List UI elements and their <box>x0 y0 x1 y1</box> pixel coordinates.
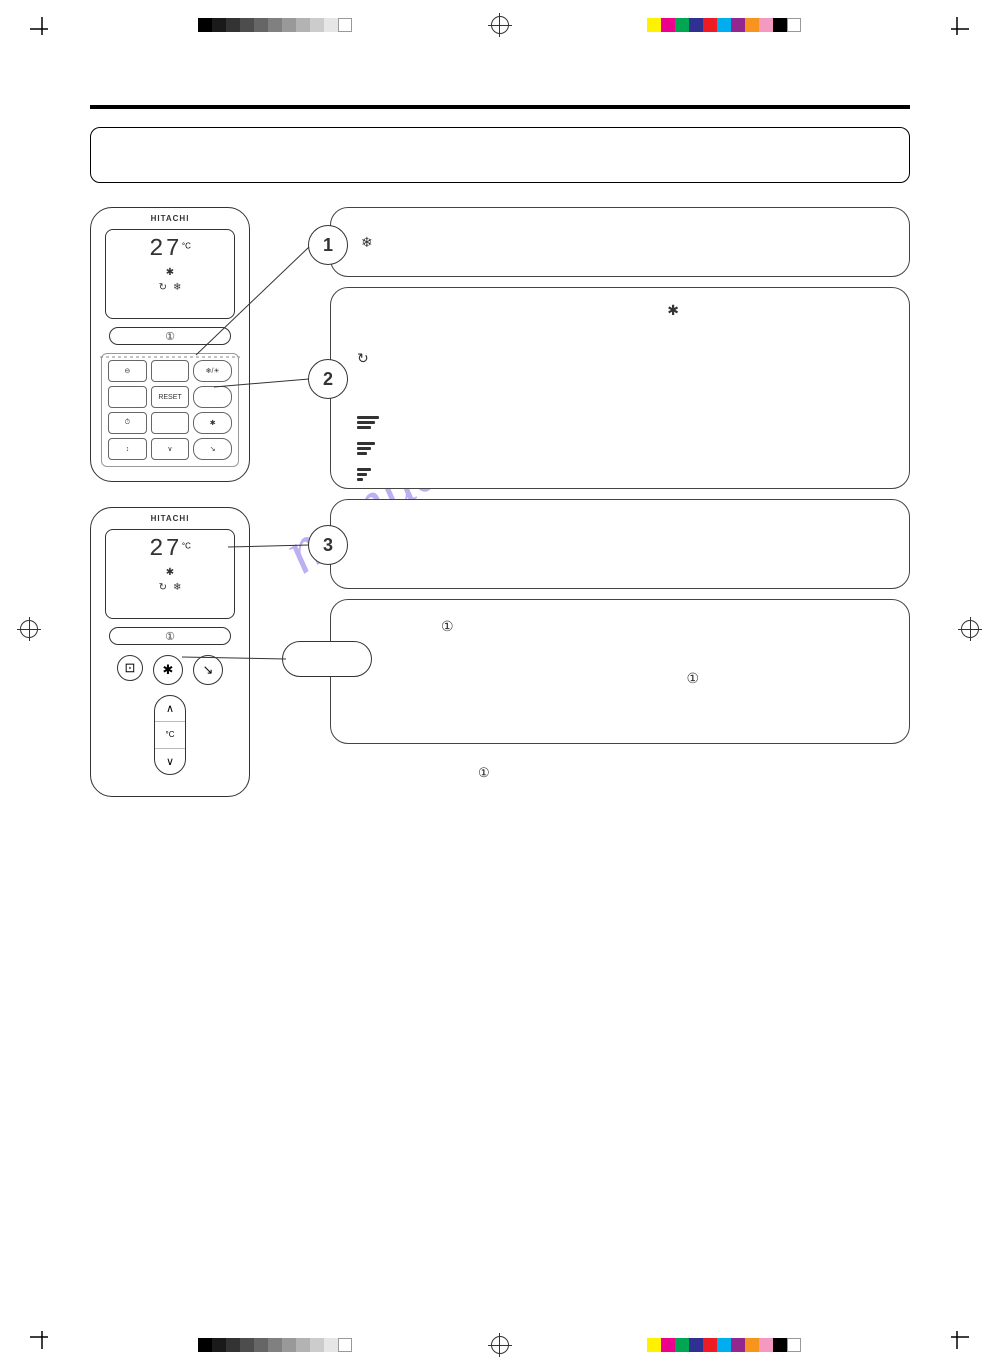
step-start-pill <box>282 641 372 677</box>
power-button: ① <box>109 327 231 345</box>
panel-button <box>108 386 147 408</box>
fan-icon: ✱ <box>163 662 174 678</box>
panel-button: ❄/☀ <box>193 360 232 382</box>
remote-lcd: 27°C ✱ ↻ ❄ <box>105 529 235 619</box>
grayscale-bar <box>198 18 352 32</box>
step-number-label: 1 <box>323 235 333 256</box>
power-icon: ① <box>686 670 699 687</box>
auto-icon: ↻ <box>357 350 369 367</box>
lcd-temp: 27 <box>149 536 182 563</box>
color-bar <box>647 18 801 32</box>
step-number-3: 3 <box>308 525 348 565</box>
step-box-1: ❄ <box>330 207 910 277</box>
remote-open-illustration: HITACHI 27°C ✱ ↻ ❄ ① ⊖ ❄/☀RESET⏱ ✱ ↕∨↘ <box>90 207 250 482</box>
lcd-fan-icon: ✱ <box>166 267 174 278</box>
lcd-auto-icon: ↻ <box>159 282 167 293</box>
print-marks-top <box>0 10 999 40</box>
lcd-mode-icon: ❄ <box>173 282 181 293</box>
quick-buttons: ⊡ ✱ ↘ <box>109 655 231 685</box>
step-number-1: 1 <box>308 225 348 265</box>
fan-icon: ✱ <box>667 302 679 319</box>
registration-cross-icon <box>491 16 509 34</box>
mode-button: ⊡ <box>117 655 143 681</box>
panel-button <box>151 412 190 434</box>
panel-button <box>151 360 190 382</box>
lcd-fan-icon: ✱ <box>166 567 174 578</box>
panel-button: RESET <box>151 386 190 408</box>
crop-mark-bl <box>30 1331 60 1360</box>
header-rule <box>90 105 910 109</box>
button-panel: ⊖ ❄/☀RESET⏱ ✱ ↕∨↘ <box>101 353 239 467</box>
fanspeed-med-icon <box>357 442 375 455</box>
step-box-2: ✱ ↻ <box>330 287 910 489</box>
swing-button: ↘ <box>193 655 223 685</box>
panel-button: ✱ <box>193 412 232 434</box>
rocker-up-icon: ∧ <box>155 696 185 721</box>
fan-button: ✱ <box>153 655 183 685</box>
color-bar <box>647 1338 801 1352</box>
step-box-start: ① ① <box>330 599 910 744</box>
lcd-unit: °C <box>182 542 191 551</box>
remote-lcd: 27°C ✱ ↻ ❄ <box>105 229 235 319</box>
fanspeed-hi-icon <box>357 416 379 429</box>
lcd-unit: °C <box>182 242 191 251</box>
step-number-label: 3 <box>323 535 333 556</box>
panel-button: ⊖ <box>108 360 147 382</box>
panel-button: ⏱ <box>108 412 147 434</box>
step-box-3 <box>330 499 910 589</box>
lcd-mode-icon: ❄ <box>173 582 181 593</box>
power-icon: ① <box>165 330 175 343</box>
title-box <box>90 127 910 183</box>
remote-brand: HITACHI <box>91 214 249 223</box>
swing-icon: ↘ <box>203 662 214 678</box>
mode-icon: ⊡ <box>125 660 136 676</box>
panel-button: ∨ <box>151 438 190 460</box>
grayscale-bar <box>198 1338 352 1352</box>
registration-cross-icon <box>491 1336 509 1354</box>
crop-mark-br <box>939 1331 969 1360</box>
panel-button: ↘ <box>193 438 232 460</box>
steps-column: ❄ ✱ ↻ ① ① <box>330 207 910 754</box>
lcd-temp: 27 <box>149 236 182 263</box>
crop-mark-tr <box>939 11 969 40</box>
rocker-unit: °C <box>155 721 185 748</box>
remote-closed-illustration: HITACHI 27°C ✱ ↻ ❄ ① ⊡ ✱ ↘ <box>90 507 250 797</box>
panel-button: ↕ <box>108 438 147 460</box>
registration-cross-icon <box>20 620 38 638</box>
rocker-down-icon: ∨ <box>155 749 185 774</box>
power-icon: ① <box>165 630 175 643</box>
page-content: manualshive.com HITACHI 27°C ✱ ↻ ❄ ① ⊖❄/… <box>90 105 910 847</box>
fanspeed-low-icon <box>357 468 371 481</box>
print-marks-bottom <box>0 1330 999 1360</box>
snowflake-icon: ❄ <box>361 234 373 251</box>
registration-cross-icon <box>961 620 979 638</box>
panel-button <box>193 386 232 408</box>
temp-rocker: ∧ °C ∨ <box>154 695 186 775</box>
body-area: manualshive.com HITACHI 27°C ✱ ↻ ❄ ① ⊖❄/… <box>90 207 910 847</box>
power-icon: ① <box>478 765 490 781</box>
lcd-auto-icon: ↻ <box>159 582 167 593</box>
step-number-2: 2 <box>308 359 348 399</box>
power-icon: ① <box>441 618 454 635</box>
power-button: ① <box>109 627 231 645</box>
crop-mark-tl <box>30 11 60 40</box>
remote-brand: HITACHI <box>91 514 249 523</box>
step-number-label: 2 <box>323 369 333 390</box>
